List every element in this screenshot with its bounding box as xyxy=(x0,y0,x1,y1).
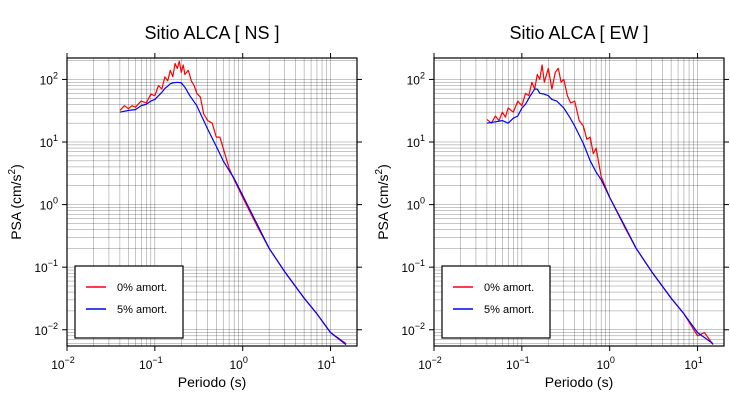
y-tick-exp: 0 xyxy=(420,196,425,206)
x-tick-label: 101 xyxy=(317,355,335,372)
legend-label: 5% amort. xyxy=(484,304,534,316)
x-axis-label: Periodo (s) xyxy=(178,374,246,390)
y-label-main: PSA (cm/s xyxy=(8,174,24,239)
x-tick-exp: −1 xyxy=(519,355,529,365)
chart-title: Sitio ALCA [ NS ] xyxy=(144,23,279,43)
y-axis-label: PSA (cm/s2) xyxy=(7,164,24,240)
y-tick-base: 10 xyxy=(40,73,54,87)
x-axis-label: Periodo (s) xyxy=(545,374,613,390)
x-tick-label: 101 xyxy=(684,355,702,372)
y-tick-base: 10 xyxy=(401,261,415,275)
y-label-end: ) xyxy=(375,164,391,169)
x-tick-exp: −1 xyxy=(152,355,162,365)
series-line-damped xyxy=(486,88,714,345)
y-tick-label: 100 xyxy=(40,196,58,213)
legend-box xyxy=(441,265,551,339)
y-tick-exp: −2 xyxy=(48,321,58,331)
y-tick-label: 102 xyxy=(407,70,425,87)
x-tick-base: 10 xyxy=(418,358,432,372)
x-tick-base: 10 xyxy=(684,358,698,372)
y-tick-base: 10 xyxy=(407,73,421,87)
y-tick-base: 10 xyxy=(40,199,54,213)
x-tick-exp: 1 xyxy=(698,355,703,365)
series-line-damped xyxy=(119,81,347,346)
x-tick-label: 100 xyxy=(230,355,248,372)
chart-title: Sitio ALCA [ EW ] xyxy=(509,23,648,43)
x-tick-label: 10−2 xyxy=(51,355,75,372)
x-tick-base: 10 xyxy=(230,358,244,372)
y-tick-label: 10−1 xyxy=(34,258,58,275)
series-group xyxy=(486,64,714,345)
series-group xyxy=(119,60,347,346)
y-tick-base: 10 xyxy=(401,324,415,338)
y-tick-label: 101 xyxy=(40,133,58,150)
y-label-sup: 2 xyxy=(7,168,18,174)
y-tick-exp: 0 xyxy=(53,196,58,206)
y-tick-label: 102 xyxy=(40,70,58,87)
x-tick-exp: −2 xyxy=(65,355,75,365)
series-line-undamped xyxy=(119,60,347,345)
x-tick-exp: 1 xyxy=(331,355,336,365)
y-tick-exp: −1 xyxy=(415,258,425,268)
y-tick-exp: 1 xyxy=(420,133,425,143)
y-tick-base: 10 xyxy=(40,136,54,150)
x-tick-exp: 0 xyxy=(610,355,615,365)
y-tick-exp: 2 xyxy=(420,70,425,80)
legend-label: 5% amort. xyxy=(117,304,167,316)
y-tick-base: 10 xyxy=(407,136,421,150)
y-tick-exp: −2 xyxy=(415,321,425,331)
plot-frame xyxy=(433,57,725,347)
legend-box xyxy=(74,265,184,339)
y-axis-label: PSA (cm/s2) xyxy=(374,164,391,240)
y-tick-base: 10 xyxy=(407,199,421,213)
legend: 0% amort. 5% amort. xyxy=(441,265,551,339)
plot-frame xyxy=(66,57,358,347)
ticks xyxy=(429,53,729,351)
y-tick-exp: 2 xyxy=(53,70,58,80)
x-tick-label: 10−1 xyxy=(139,355,163,372)
x-tick-base: 10 xyxy=(317,358,331,372)
ticks xyxy=(62,53,362,351)
y-tick-exp: 1 xyxy=(53,133,58,143)
grid xyxy=(434,58,724,346)
legend-label: 0% amort. xyxy=(117,282,167,294)
y-tick-label: 10−1 xyxy=(401,258,425,275)
x-tick-base: 10 xyxy=(51,358,65,372)
y-label-end: ) xyxy=(8,164,24,169)
y-tick-base: 10 xyxy=(34,261,48,275)
x-tick-base: 10 xyxy=(597,358,611,372)
x-tick-base: 10 xyxy=(139,358,153,372)
x-tick-base: 10 xyxy=(506,358,520,372)
y-tick-exp: −1 xyxy=(48,258,58,268)
y-tick-label: 10−2 xyxy=(401,321,425,338)
y-label-sup: 2 xyxy=(374,168,385,174)
legend-label: 0% amort. xyxy=(484,282,534,294)
y-tick-base: 10 xyxy=(34,324,48,338)
x-tick-exp: 0 xyxy=(243,355,248,365)
x-tick-exp: −2 xyxy=(432,355,442,365)
x-tick-label: 10−1 xyxy=(506,355,530,372)
x-tick-label: 10−2 xyxy=(418,355,442,372)
x-tick-label: 100 xyxy=(597,355,615,372)
y-tick-label: 100 xyxy=(407,196,425,213)
y-label-main: PSA (cm/s xyxy=(375,174,391,239)
y-tick-label: 101 xyxy=(407,133,425,150)
legend: 0% amort. 5% amort. xyxy=(74,265,184,339)
y-tick-label: 10−2 xyxy=(34,321,58,338)
